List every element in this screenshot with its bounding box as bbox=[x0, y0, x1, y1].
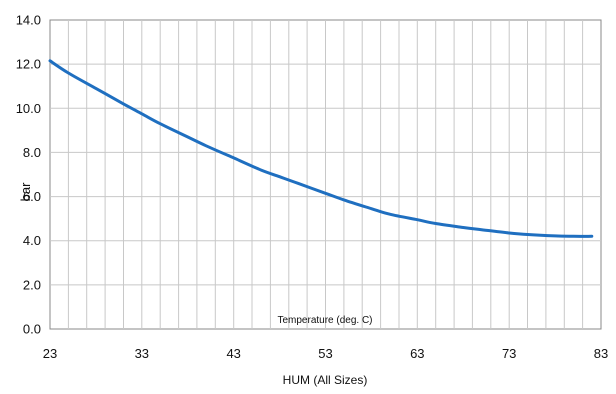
series-line bbox=[48, 59, 594, 238]
x-axis-label: Temperature (deg. C) bbox=[277, 315, 372, 326]
x-tick-label: 33 bbox=[135, 346, 149, 361]
chart-caption: HUM (All Sizes) bbox=[283, 373, 368, 387]
series-layer bbox=[48, 59, 594, 238]
y-tick-label: 6.0 bbox=[23, 189, 41, 204]
y-axis-label: bar bbox=[18, 182, 33, 201]
y-tick-label: 10.0 bbox=[16, 101, 41, 116]
x-tick-label: 73 bbox=[502, 346, 516, 361]
y-tick-label: 0.0 bbox=[23, 322, 41, 337]
y-tick-label: 8.0 bbox=[23, 145, 41, 160]
y-tick-label: 14.0 bbox=[16, 13, 41, 28]
x-tick-label: 63 bbox=[410, 346, 424, 361]
y-tick-label: 12.0 bbox=[16, 57, 41, 72]
y-tick-label: 4.0 bbox=[23, 233, 41, 248]
y-tick-labels: 0.0 2.0 4.0 6.0 8.0 10.0 12.0 14.0 bbox=[16, 13, 41, 337]
x-tick-label: 23 bbox=[43, 346, 57, 361]
x-tick-label: 83 bbox=[594, 346, 608, 361]
grid-layer bbox=[50, 20, 601, 329]
y-tick-label: 2.0 bbox=[23, 277, 41, 292]
x-tick-labels: 23 33 43 53 63 73 83 bbox=[43, 346, 608, 361]
x-tick-label: 53 bbox=[318, 346, 332, 361]
x-tick-label: 43 bbox=[226, 346, 240, 361]
